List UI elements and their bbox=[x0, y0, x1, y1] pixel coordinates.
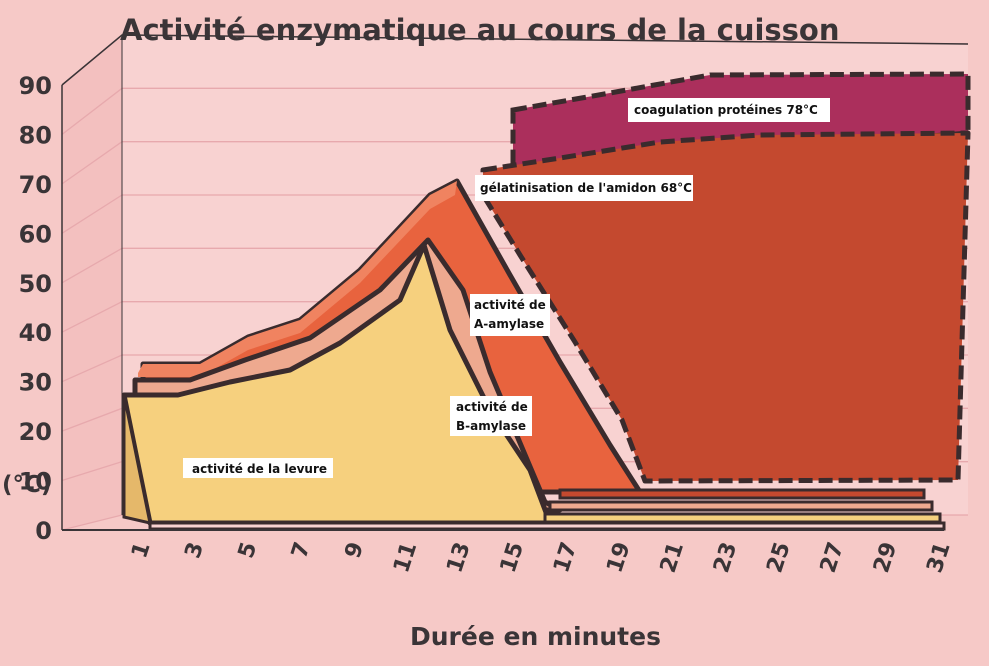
y-tick-90: 90 bbox=[19, 72, 52, 100]
y-tick-40: 40 bbox=[19, 319, 52, 347]
label-yeast: activité de la levure bbox=[183, 458, 333, 478]
label-a-amylase-line2: A-amylase bbox=[474, 317, 544, 331]
x-tick-19: 19 bbox=[602, 539, 635, 576]
x-tick-31: 31 bbox=[922, 539, 955, 576]
x-tick-29: 29 bbox=[869, 539, 902, 576]
label-yeast-text: activité de la levure bbox=[192, 462, 327, 476]
y-tick-0: 0 bbox=[35, 517, 52, 545]
floor-slab-2 bbox=[548, 500, 934, 512]
label-b-amylase-line1: activité de bbox=[456, 400, 528, 414]
x-tick-27: 27 bbox=[816, 539, 849, 576]
x-tick-9: 9 bbox=[341, 539, 370, 561]
x-tick-11: 11 bbox=[389, 539, 422, 576]
y-tick-20: 20 bbox=[19, 418, 52, 446]
y-tick-labels: 0 10 20 30 40 50 60 70 80 90 bbox=[19, 72, 52, 545]
y-tick-70: 70 bbox=[19, 171, 52, 199]
label-b-amylase-line2: B-amylase bbox=[456, 419, 526, 433]
gelatinisation-band bbox=[480, 130, 971, 484]
y-tick-30: 30 bbox=[19, 369, 52, 397]
chart-title: Activité enzymatique au cours de la cuis… bbox=[120, 13, 840, 47]
x-axis-label: Durée en minutes bbox=[410, 622, 661, 651]
x-tick-labels: 1 3 5 7 9 11 13 15 17 19 21 23 25 27 29 31 bbox=[127, 539, 956, 576]
label-gelatinisation-text: gélatinisation de l'amidon 68°C bbox=[480, 181, 692, 195]
label-a-amylase: activité de A-amylase bbox=[470, 294, 550, 336]
x-tick-13: 13 bbox=[442, 539, 475, 576]
y-tick-50: 50 bbox=[19, 270, 52, 298]
x-tick-5: 5 bbox=[234, 539, 263, 561]
x-tick-1: 1 bbox=[127, 539, 156, 561]
a-amylase-top-face bbox=[138, 181, 457, 377]
x-tick-25: 25 bbox=[762, 539, 795, 576]
x-tick-23: 23 bbox=[709, 539, 742, 576]
floor-slab-3 bbox=[543, 512, 942, 524]
floor-slab-1 bbox=[558, 488, 926, 500]
label-gelatinisation: gélatinisation de l'amidon 68°C bbox=[475, 175, 693, 201]
x-tick-21: 21 bbox=[656, 539, 689, 576]
yeast-side bbox=[122, 394, 152, 525]
label-b-amylase: activité de B-amylase bbox=[450, 396, 532, 436]
label-coagulation-text: coagulation protéines 78°C bbox=[634, 103, 818, 117]
label-coagulation: coagulation protéines 78°C bbox=[628, 98, 830, 122]
x-tick-15: 15 bbox=[496, 539, 529, 576]
y-axis-label: (°C) bbox=[2, 472, 51, 498]
floor-slab-4 bbox=[148, 521, 946, 531]
label-a-amylase-line1: activité de bbox=[474, 298, 546, 312]
x-tick-7: 7 bbox=[287, 539, 316, 561]
x-tick-3: 3 bbox=[181, 539, 210, 561]
y-tick-60: 60 bbox=[19, 220, 52, 248]
y-tick-80: 80 bbox=[19, 121, 52, 149]
chart-side-wall bbox=[62, 35, 122, 530]
x-tick-17: 17 bbox=[549, 539, 582, 576]
y-tick-10: 10 bbox=[19, 468, 52, 496]
